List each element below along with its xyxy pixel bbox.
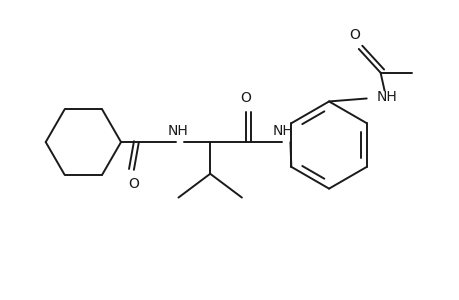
Text: O: O [240, 92, 251, 105]
Text: O: O [349, 28, 359, 42]
Text: NH: NH [273, 124, 293, 138]
Text: NH: NH [168, 124, 189, 138]
Text: NH: NH [376, 89, 397, 103]
Text: O: O [128, 177, 139, 191]
